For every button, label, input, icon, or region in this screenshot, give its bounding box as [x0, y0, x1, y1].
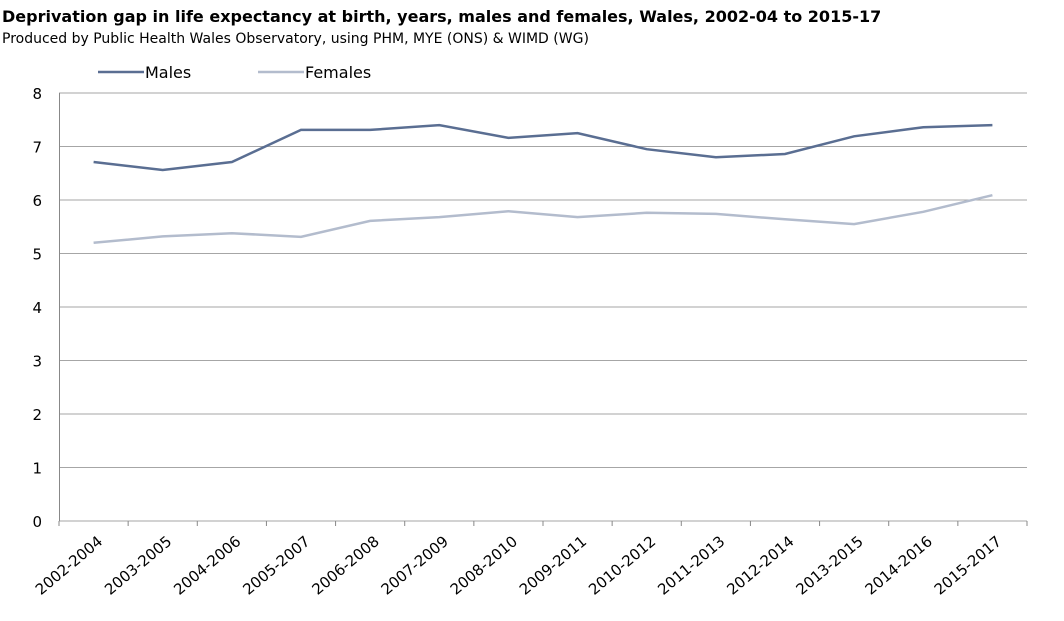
y-tick-label: 3: [32, 353, 42, 371]
chart-subtitle: Produced by Public Health Wales Observat…: [2, 31, 589, 47]
y-tick-label: 8: [32, 85, 42, 103]
legend-label: Females: [305, 63, 371, 82]
line-series: [93, 193, 993, 245]
x-tick-label: 2015-2017: [931, 532, 1005, 598]
y-tick-label: 6: [32, 192, 42, 210]
x-tick-label: 2013-2015: [793, 532, 867, 598]
x-tick-label: 2009-2011: [516, 532, 590, 598]
x-tick-label: 2007-2009: [378, 532, 452, 598]
y-tick-label: 7: [32, 139, 42, 157]
x-tick-label: 2010-2012: [585, 532, 659, 598]
line-series: [93, 123, 993, 172]
x-tick-label: 2004-2006: [170, 532, 244, 598]
x-tick-label: 2003-2005: [101, 532, 175, 598]
y-tick-label: 0: [32, 513, 42, 531]
x-tick-label: 2005-2007: [239, 532, 313, 598]
x-tick-label: 2014-2016: [862, 532, 936, 598]
x-tick-label: 2006-2008: [309, 532, 383, 598]
y-tick-label: 4: [32, 299, 42, 317]
x-tick-label: 2012-2014: [723, 532, 797, 598]
x-tick-label: 2002-2004: [32, 532, 106, 598]
chart-title: Deprivation gap in life expectancy at bi…: [2, 7, 881, 26]
x-tick-label: 2008-2010: [447, 532, 521, 598]
y-tick-label: 5: [32, 246, 42, 264]
y-tick-label: 2: [32, 406, 42, 424]
y-tick-label: 1: [32, 460, 42, 478]
x-tick-label: 2011-2013: [654, 532, 728, 598]
legend-label: Males: [145, 63, 191, 82]
